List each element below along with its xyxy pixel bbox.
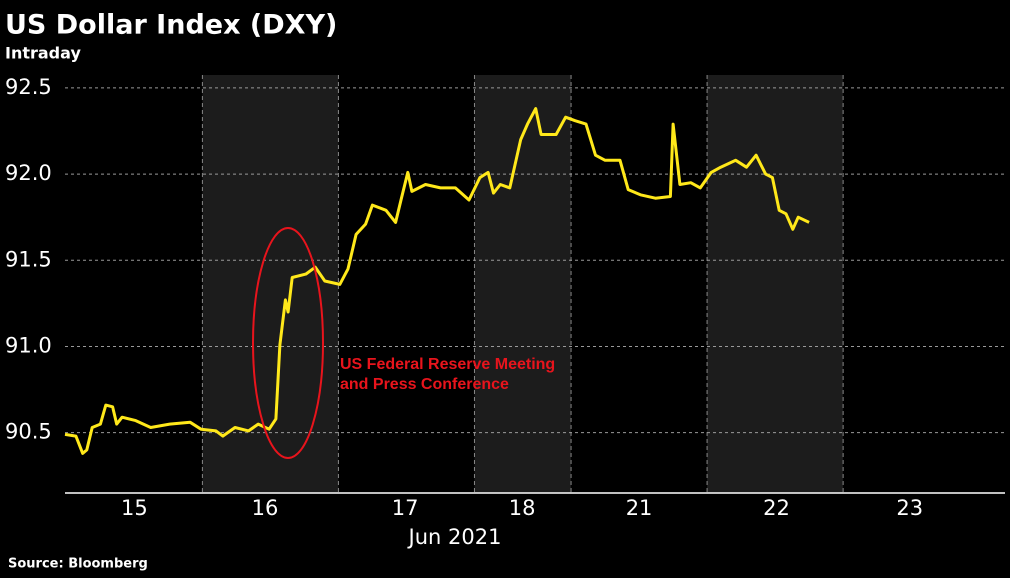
x-tick-label: 22: [763, 496, 790, 520]
x-axis-label: Jun 2021: [407, 525, 502, 549]
x-tick-label: 15: [121, 496, 148, 520]
annotation: and Press Conference: [340, 376, 509, 393]
chart-subtitle: Intraday: [5, 44, 81, 63]
x-tick-label: 18: [509, 496, 536, 520]
chart-title: US Dollar Index (DXY): [5, 10, 337, 41]
annotation: US Federal Reserve Meeting: [340, 356, 555, 373]
y-tick-label: 90.5: [5, 420, 52, 444]
y-tick-label: 92.0: [5, 161, 52, 185]
shaded-band: [707, 75, 844, 493]
y-tick-label: 92.5: [5, 75, 52, 99]
shaded-band: [474, 75, 572, 493]
x-tick-label: 21: [626, 496, 653, 520]
x-tick-label: 17: [392, 496, 419, 520]
price-line: [64, 107, 810, 455]
y-tick-label: 91.5: [5, 247, 52, 271]
x-tick-label: 23: [896, 496, 923, 520]
shaded-band: [202, 75, 339, 493]
y-tick-label: 91.0: [5, 333, 52, 357]
annotation-circle: [252, 227, 324, 459]
source: Source: Bloomberg: [8, 557, 148, 572]
x-tick-label: 16: [252, 496, 279, 520]
